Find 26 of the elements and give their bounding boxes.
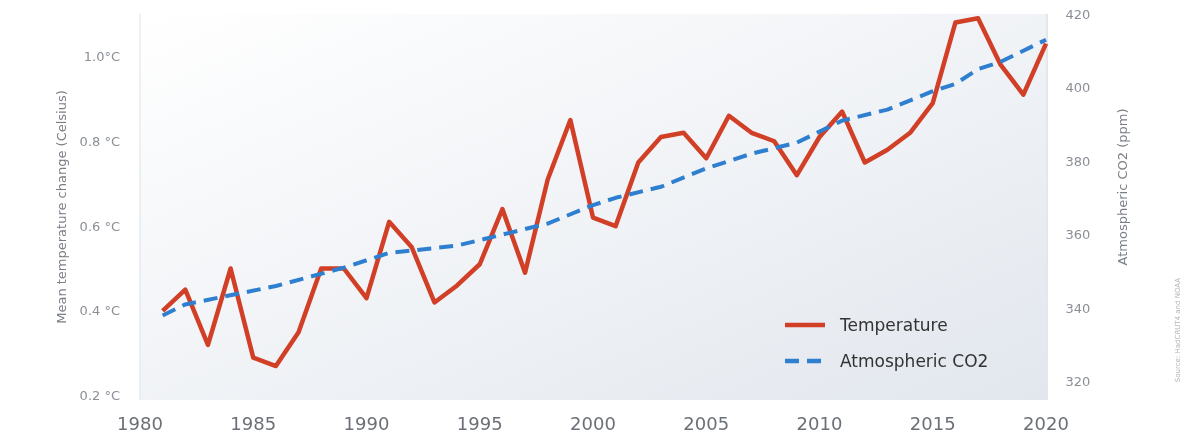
legend-label: Atmospheric CO2 xyxy=(840,350,989,371)
x-tick-label: 1985 xyxy=(230,413,277,434)
x-tick-label: 2005 xyxy=(683,413,730,434)
x-tick-label: 2010 xyxy=(796,413,843,434)
y-tick-label: 0.2 °C xyxy=(79,388,120,404)
x-tick-label: 2000 xyxy=(570,413,616,434)
y-tick-label: 1.0°C xyxy=(83,48,120,64)
y2-axis-title: Atmospheric CO2 (ppm) xyxy=(1115,108,1130,266)
x-tick-label: 1980 xyxy=(117,413,163,434)
y-tick-label: 0.4 °C xyxy=(79,303,120,319)
y-tick-label: 0.8 °C xyxy=(79,133,120,149)
line-series xyxy=(160,15,1049,369)
x-tick-label: 2015 xyxy=(909,413,956,434)
x-tick-label: 1995 xyxy=(456,413,503,434)
y2-tick-label: 400 xyxy=(1065,80,1091,96)
y2-tick-label: 340 xyxy=(1065,300,1091,316)
y-axis-title: Mean temperature change (Celsius) xyxy=(54,90,69,324)
y2-tick-label: 360 xyxy=(1065,227,1091,243)
x-tick-label: 1990 xyxy=(343,413,390,434)
y-tick-label: 0.6 °C xyxy=(79,218,120,234)
y2-tick-label: 380 xyxy=(1065,153,1091,169)
line-series xyxy=(160,37,1048,318)
x-tick-label: 2020 xyxy=(1023,413,1069,434)
legend-label: Temperature xyxy=(839,314,948,335)
y2-tick-label: 420 xyxy=(1065,6,1091,22)
y2-tick-label: 320 xyxy=(1065,374,1091,390)
